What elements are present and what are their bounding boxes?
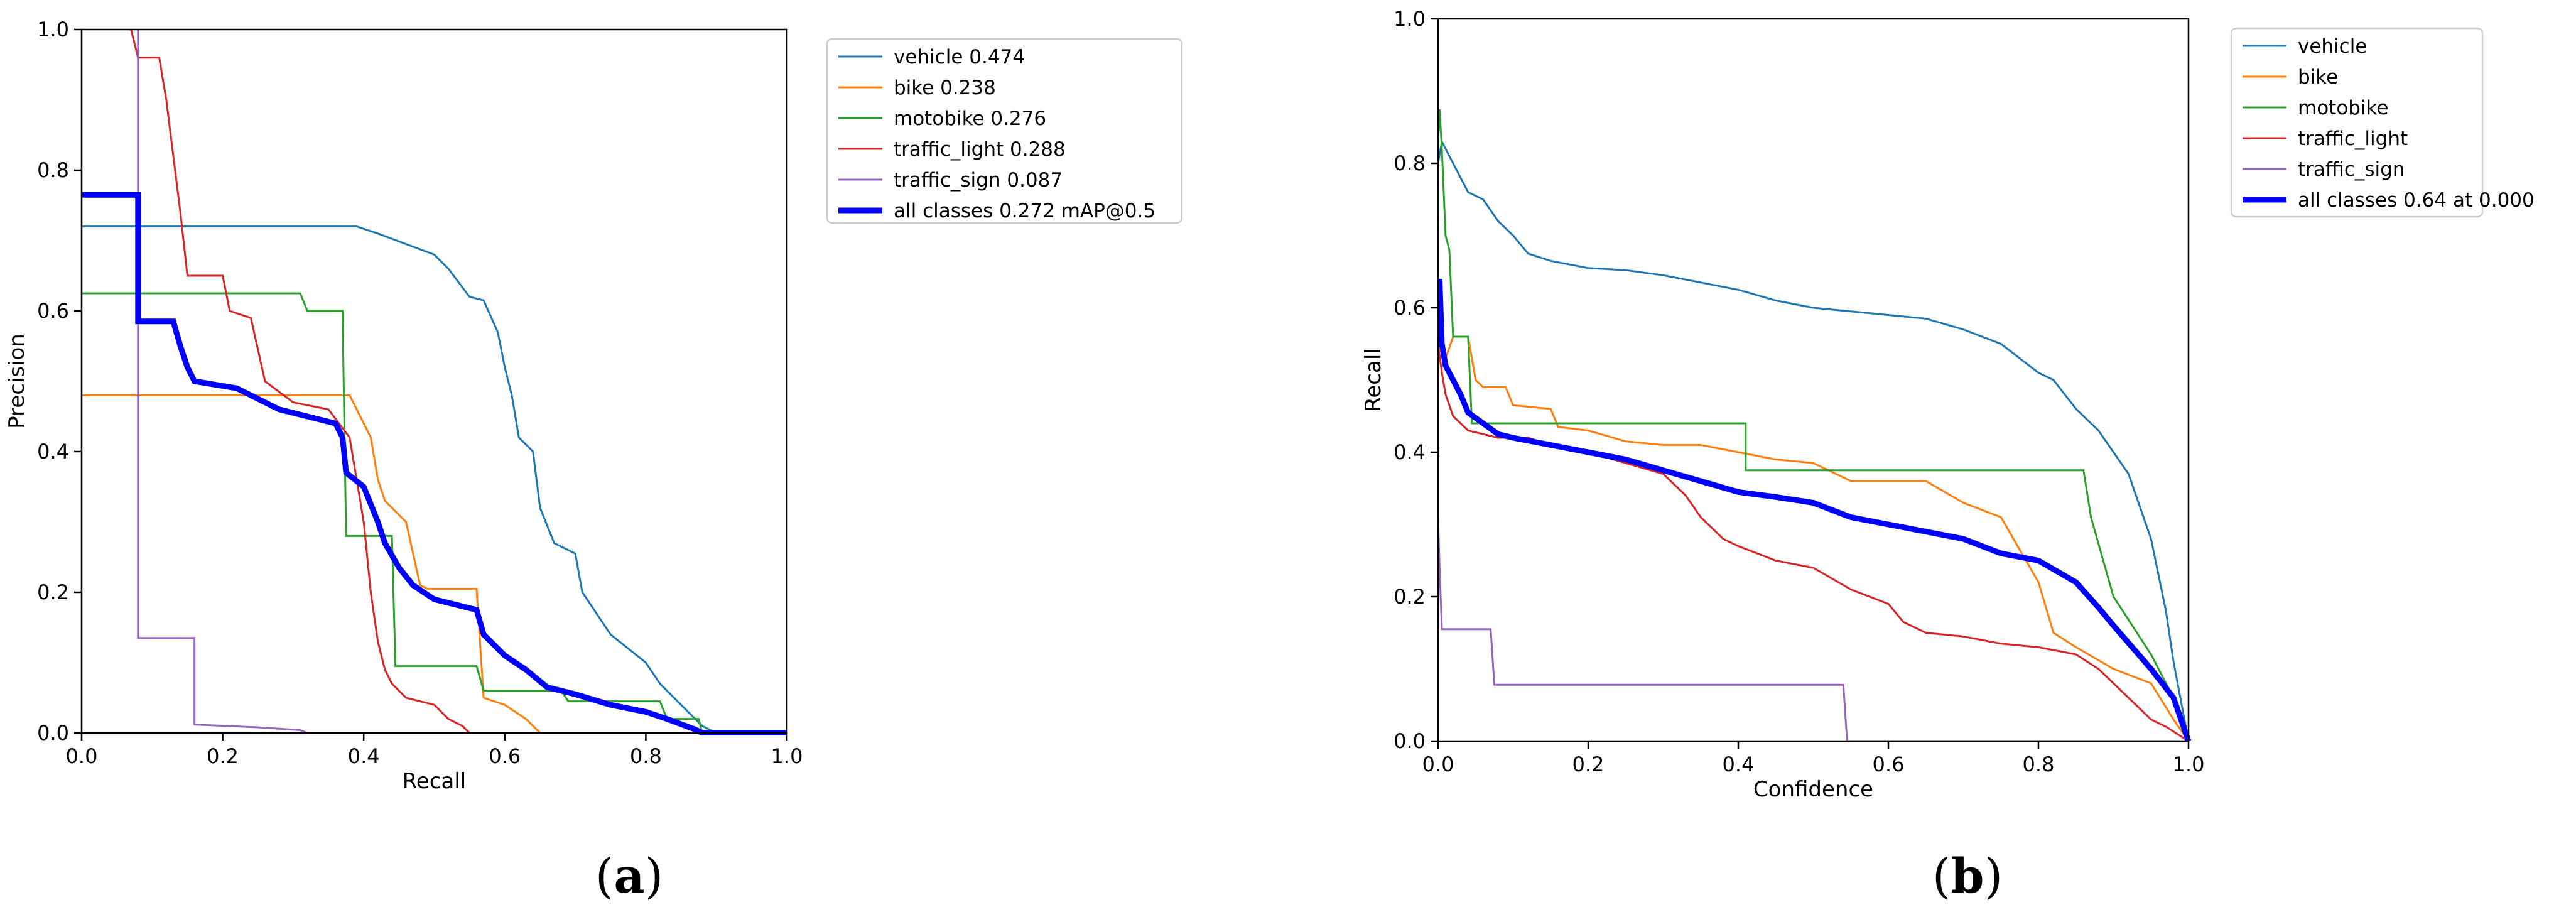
series-line-traffic-light xyxy=(1438,344,2189,742)
panel-b-letter: b xyxy=(1951,848,1984,904)
panel-b-caption: (b) xyxy=(1932,848,2003,904)
series-line-bike xyxy=(82,394,787,734)
x-tick-label: 1.0 xyxy=(771,744,803,768)
axes-frame xyxy=(80,28,788,734)
panel-b-chart: 0.0 0.2 0.4 0.6 0.8 1.0 0.0 0.2 0.4 0.6 0.8 1.0 Conf… xyxy=(1361,7,2535,802)
legend: vehicle bike motobike traffic_light traffic_… xyxy=(2230,27,2535,218)
y-tick-label: 0.4 xyxy=(1394,440,1426,464)
x-tick-label: 0.6 xyxy=(489,744,521,768)
legend-box xyxy=(2230,27,2484,218)
y-tick-label: 0.8 xyxy=(37,158,69,182)
y-tick-label: 0.6 xyxy=(1394,296,1426,320)
series-line-bike xyxy=(1438,335,2190,742)
legend-label: all classes 0.272 mAP@0.5 xyxy=(894,200,1155,222)
y-tick-label: 0.4 xyxy=(37,440,69,464)
series-line-all-classes xyxy=(1438,278,2191,742)
legend-label: vehicle xyxy=(2298,35,2367,58)
panel-a-letter: a xyxy=(614,848,645,904)
legend-label: vehicle 0.474 xyxy=(894,46,1025,68)
legend-label: traffic_light 0.288 xyxy=(894,138,1066,161)
series-line-motobike xyxy=(82,292,787,734)
x-tick-label: 0.4 xyxy=(348,744,380,768)
series-line-traffic-light xyxy=(130,29,787,734)
x-tick-label: 0.8 xyxy=(630,744,662,768)
series-line-vehicle xyxy=(1438,138,2190,742)
x-tick-label: 0.6 xyxy=(1873,752,1905,776)
y-axis-label: Recall xyxy=(1361,348,1386,411)
y-tick-label: 0.2 xyxy=(37,580,69,604)
legend-label: traffic_sign xyxy=(2298,158,2405,181)
y-tick-label: 1.0 xyxy=(37,18,69,41)
y-tick-label: 0.2 xyxy=(1394,585,1426,609)
legend-label: traffic_light xyxy=(2298,128,2408,150)
series-line-motobike xyxy=(1438,109,2190,742)
legend-label: motobike xyxy=(2298,97,2389,119)
x-tick-label: 1.0 xyxy=(2173,752,2205,776)
x-tick-label: 0.0 xyxy=(1422,752,1454,776)
x-axis-label: Confidence xyxy=(1753,777,1873,802)
y-tick-label: 1.0 xyxy=(1394,7,1426,31)
y-tick-label: 0.6 xyxy=(37,299,69,323)
axes-frame xyxy=(1437,18,2190,742)
panel-a-chart: 0.0 0.2 0.4 0.6 0.8 1.0 0.0 0.2 0.4 0.6 0.8 1.0 Reca… xyxy=(4,18,1183,794)
x-axis-label: Recall xyxy=(403,769,466,794)
series-line-all-classes xyxy=(82,192,787,735)
series-line-vehicle xyxy=(82,225,787,734)
series-line-traffic-sign xyxy=(1438,517,2189,742)
y-tick-label: 0.0 xyxy=(1394,729,1426,753)
series-line-traffic-sign xyxy=(137,30,787,734)
panel-a-caption: (a) xyxy=(595,848,664,904)
legend-box xyxy=(826,38,1183,224)
legend-label: bike 0.238 xyxy=(894,77,996,99)
x-tick-label: 0.4 xyxy=(1723,752,1755,776)
x-tick-label: 0.2 xyxy=(1572,752,1605,776)
y-axis-label: Precision xyxy=(4,334,30,429)
x-tick-label: 0.2 xyxy=(207,744,239,768)
legend-label: all classes 0.64 at 0.000 xyxy=(2298,189,2535,212)
legend-label: traffic_sign 0.087 xyxy=(894,169,1063,192)
legend-label: motobike 0.276 xyxy=(894,107,1046,130)
y-tick-label: 0.8 xyxy=(1394,151,1426,175)
x-tick-label: 0.8 xyxy=(2023,752,2055,776)
legend: vehicle 0.474 bike 0.238 motobike 0.276 tra… xyxy=(826,38,1183,224)
legend-label: bike xyxy=(2298,66,2338,89)
y-tick-label: 0.0 xyxy=(37,721,69,745)
x-tick-label: 0.0 xyxy=(66,744,98,768)
